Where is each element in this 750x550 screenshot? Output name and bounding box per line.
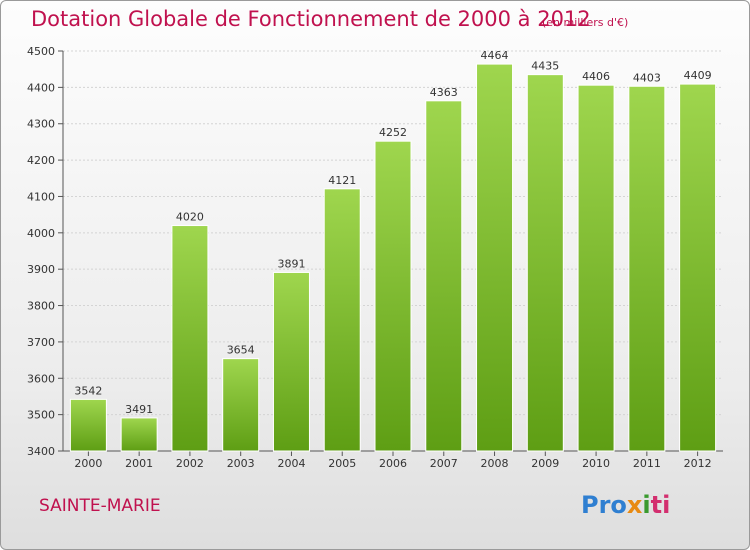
unit-note: (en milliers d'€) [542, 16, 629, 29]
bar-2007 [425, 100, 463, 452]
axes: 3400 3500 3600 3700 3800 3900 4000 4100 4200 4300… [27, 45, 723, 470]
x-tick-label: 2002 [176, 457, 204, 470]
logo-part-3: i [642, 491, 651, 519]
y-tick-label: 4200 [27, 154, 55, 167]
y-tick-label: 3700 [27, 336, 55, 349]
y-tick-label: 3900 [27, 263, 55, 276]
x-tick-label: 2009 [531, 457, 559, 470]
logo-part-2: x [626, 491, 643, 519]
proxiti-logo: Proxiti [581, 491, 670, 519]
y-tick-label: 4400 [27, 81, 55, 94]
bars [69, 63, 717, 452]
bar-2008 [476, 63, 514, 452]
bar-2009 [526, 74, 564, 452]
bar-2004 [272, 271, 310, 452]
data-label-2000: 3542 [74, 384, 102, 397]
data-label-2007: 4363 [430, 86, 458, 99]
y-tick-label: 3600 [27, 372, 55, 385]
data-label-2011: 4403 [633, 71, 661, 84]
bar-2011 [628, 85, 666, 452]
logo-part-4: ti [650, 491, 671, 519]
y-tick-label: 3500 [27, 409, 55, 422]
data-labels: 3542 3491 4020 3654 3891 4121 4252 4363 4464 4435… [74, 49, 711, 416]
bar-2000 [69, 398, 107, 452]
x-tick-label: 2007 [430, 457, 458, 470]
chart-title: Dotation Globale de Fonctionnement de 20… [31, 7, 591, 31]
x-tick-label: 2011 [633, 457, 661, 470]
bar-2010 [577, 84, 615, 452]
data-label-2009: 4435 [531, 60, 559, 73]
bar-2005 [323, 188, 361, 452]
x-tick-label: 2005 [328, 457, 356, 470]
data-label-2006: 4252 [379, 126, 407, 139]
bar-2003 [222, 358, 260, 452]
bar-2001 [120, 417, 158, 452]
x-tick-label: 2008 [481, 457, 509, 470]
x-tick-label: 2004 [277, 457, 305, 470]
y-tick-label: 4100 [27, 190, 55, 203]
y-tick-label: 4000 [27, 227, 55, 240]
y-tick-label: 3800 [27, 300, 55, 313]
data-label-2005: 4121 [328, 174, 356, 187]
x-tick-label: 2003 [227, 457, 255, 470]
data-label-2008: 4464 [481, 49, 509, 62]
data-label-2004: 3891 [277, 257, 305, 270]
data-label-2003: 3654 [227, 344, 255, 357]
city-name: SAINTE-MARIE [39, 496, 161, 516]
data-label-2001: 3491 [125, 403, 153, 416]
logo-part-1: Pro [581, 491, 627, 519]
y-tick-label: 4500 [27, 45, 55, 58]
x-tick-label: 2010 [582, 457, 610, 470]
data-label-2002: 4020 [176, 211, 204, 224]
y-tick-label: 3400 [27, 445, 55, 458]
x-tick-label: 2001 [125, 457, 153, 470]
data-label-2012: 4409 [684, 69, 712, 82]
y-tick-label: 4300 [27, 118, 55, 131]
bar-2012 [679, 83, 717, 452]
bar-2006 [374, 140, 412, 452]
data-label-2010: 4406 [582, 70, 610, 83]
bar-2002 [171, 225, 209, 452]
x-tick-label: 2000 [74, 457, 102, 470]
x-tick-label: 2006 [379, 457, 407, 470]
x-tick-label: 2012 [684, 457, 712, 470]
